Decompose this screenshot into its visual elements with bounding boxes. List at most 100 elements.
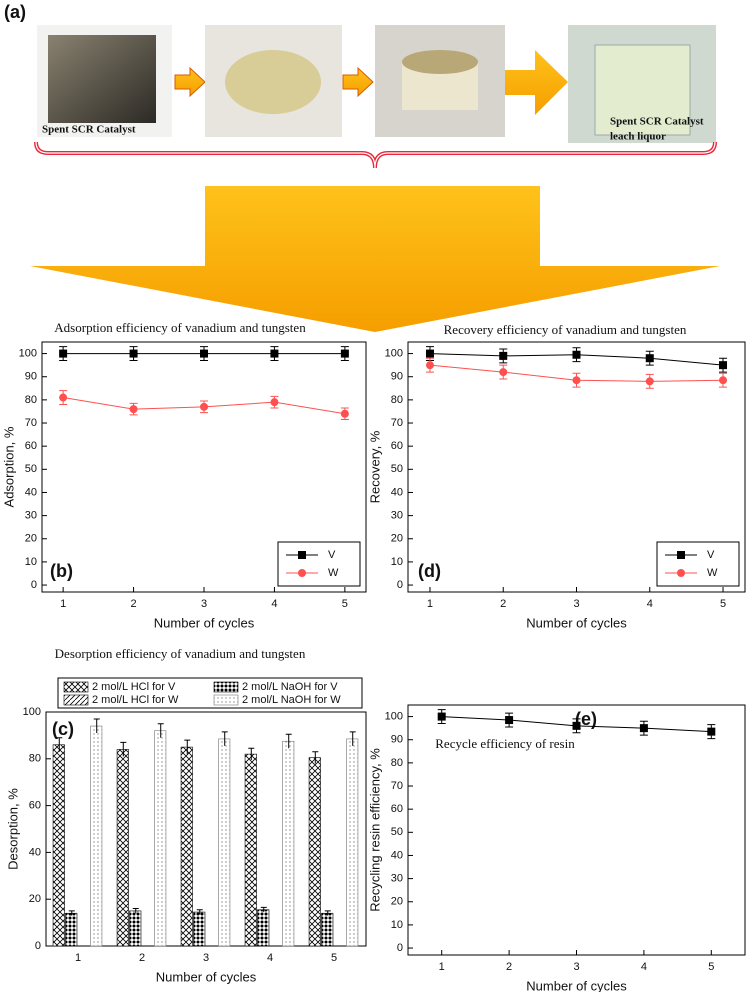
bar xyxy=(282,740,295,947)
x-tick-label: 3 xyxy=(203,952,209,964)
catalyst-block xyxy=(48,35,156,123)
marker xyxy=(200,349,208,358)
y-tick-label: 80 xyxy=(29,753,41,765)
chart: Recovery efficiency of vanadium and tung… xyxy=(367,322,746,630)
x-tick-label: 4 xyxy=(647,598,653,610)
marker xyxy=(340,349,349,358)
legend: VW xyxy=(277,541,361,587)
y-tick-label: 10 xyxy=(391,919,403,931)
bracket-inner xyxy=(35,141,716,169)
y-tick-label: 50 xyxy=(25,463,37,475)
y-tick-label: 20 xyxy=(391,533,403,545)
marker xyxy=(340,409,349,418)
x-tick-label: 4 xyxy=(641,961,647,973)
bar xyxy=(346,738,359,947)
error-bar xyxy=(68,910,75,916)
legend-label: V xyxy=(328,549,336,561)
y-tick-label: 0 xyxy=(31,579,37,591)
marker xyxy=(270,398,279,407)
x-tick-label: 1 xyxy=(75,952,81,964)
y-tick-label: 0 xyxy=(35,940,41,952)
legend-label: 2 mol/L HCl for V xyxy=(92,681,176,693)
y-tick-label: 60 xyxy=(391,803,403,815)
error-bar xyxy=(56,737,63,752)
y-tick-label: 100 xyxy=(385,710,403,722)
y-axis-label: Recovery, % xyxy=(367,430,382,503)
error-bar xyxy=(349,731,356,746)
legend-box xyxy=(57,677,363,709)
panel-label: (d) xyxy=(418,561,441,581)
y-tick-label: 50 xyxy=(391,463,403,475)
error-bar xyxy=(221,731,228,746)
y-tick-label: 100 xyxy=(385,347,403,359)
marker xyxy=(572,721,581,730)
y-tick-label: 40 xyxy=(29,846,41,858)
x-tick-label: 5 xyxy=(342,598,348,610)
x-tick-label: 5 xyxy=(720,598,726,610)
x-axis-label: Number of cycles xyxy=(156,969,257,984)
bar xyxy=(193,911,206,947)
chart-title: Recycle efficiency of resin xyxy=(435,736,575,751)
x-axis-label: Number of cycles xyxy=(154,615,255,630)
x-axis-label: Number of cycles xyxy=(526,615,627,630)
y-tick-label: 50 xyxy=(391,826,403,838)
y-tick-label: 100 xyxy=(23,706,41,718)
y-tick-label: 60 xyxy=(29,800,41,812)
marker xyxy=(645,377,654,386)
y-tick-label: 90 xyxy=(391,734,403,746)
x-tick-label: 2 xyxy=(500,598,506,610)
legend: VW xyxy=(656,541,740,587)
error-bar xyxy=(324,910,331,916)
arrow xyxy=(174,66,206,98)
x-axis-label: Number of cycles xyxy=(526,978,627,992)
legend-label: 2 mol/L HCl for W xyxy=(92,694,179,706)
panel-label: (e) xyxy=(575,709,597,729)
x-tick-label: 4 xyxy=(267,952,273,964)
chart: Adsorption efficiency of vanadium and tu… xyxy=(1,320,367,630)
y-tick-label: 0 xyxy=(397,942,403,954)
chart-title: Recovery efficiency of vanadium and tung… xyxy=(444,322,687,337)
error-bar xyxy=(260,906,267,913)
panel-label: (b) xyxy=(50,561,73,581)
x-tick-label: 2 xyxy=(139,952,145,964)
photo-label: Spent SCR Catalyst xyxy=(610,116,704,128)
marker xyxy=(425,361,434,370)
arrow xyxy=(505,50,568,115)
y-axis-label: Desorption, % xyxy=(5,788,20,870)
marker xyxy=(639,724,648,733)
error-bar xyxy=(248,747,255,760)
y-tick-label: 40 xyxy=(391,486,403,498)
beaker xyxy=(594,44,691,136)
error-bar xyxy=(132,908,139,914)
y-tick-label: 30 xyxy=(391,510,403,522)
chart-title: Adsorption efficiency of vanadium and tu… xyxy=(54,320,306,335)
marker xyxy=(59,393,68,402)
legend-marker xyxy=(677,551,685,559)
marker xyxy=(129,405,138,414)
bar xyxy=(257,909,270,947)
x-tick-label: 1 xyxy=(60,598,66,610)
y-axis-label: Recycling resin efficiency, % xyxy=(367,748,382,912)
legend-label: V xyxy=(707,549,715,561)
legend-swatch xyxy=(213,681,239,693)
panel-label: (c) xyxy=(52,719,74,739)
bar xyxy=(116,749,129,947)
chart-title: Desorption efficiency of vanadium and tu… xyxy=(55,646,306,661)
legend-label: 2 mol/L NaOH for W xyxy=(242,694,341,706)
chart: Desorption efficiency of vanadium and tu… xyxy=(5,646,367,984)
y-tick-label: 100 xyxy=(19,347,37,359)
legend-label: W xyxy=(328,567,339,579)
legend-box xyxy=(656,541,740,587)
big-arrow xyxy=(30,186,720,332)
error-bar xyxy=(196,909,203,915)
y-tick-label: 30 xyxy=(25,510,37,522)
error-bar xyxy=(157,723,164,738)
photo-label: leach liquor xyxy=(610,131,666,143)
x-tick-label: 1 xyxy=(427,598,433,610)
error-bar xyxy=(120,741,127,757)
marker xyxy=(200,402,208,411)
legend-marker xyxy=(677,569,685,577)
bar xyxy=(129,910,142,947)
y-tick-label: 90 xyxy=(391,371,403,383)
